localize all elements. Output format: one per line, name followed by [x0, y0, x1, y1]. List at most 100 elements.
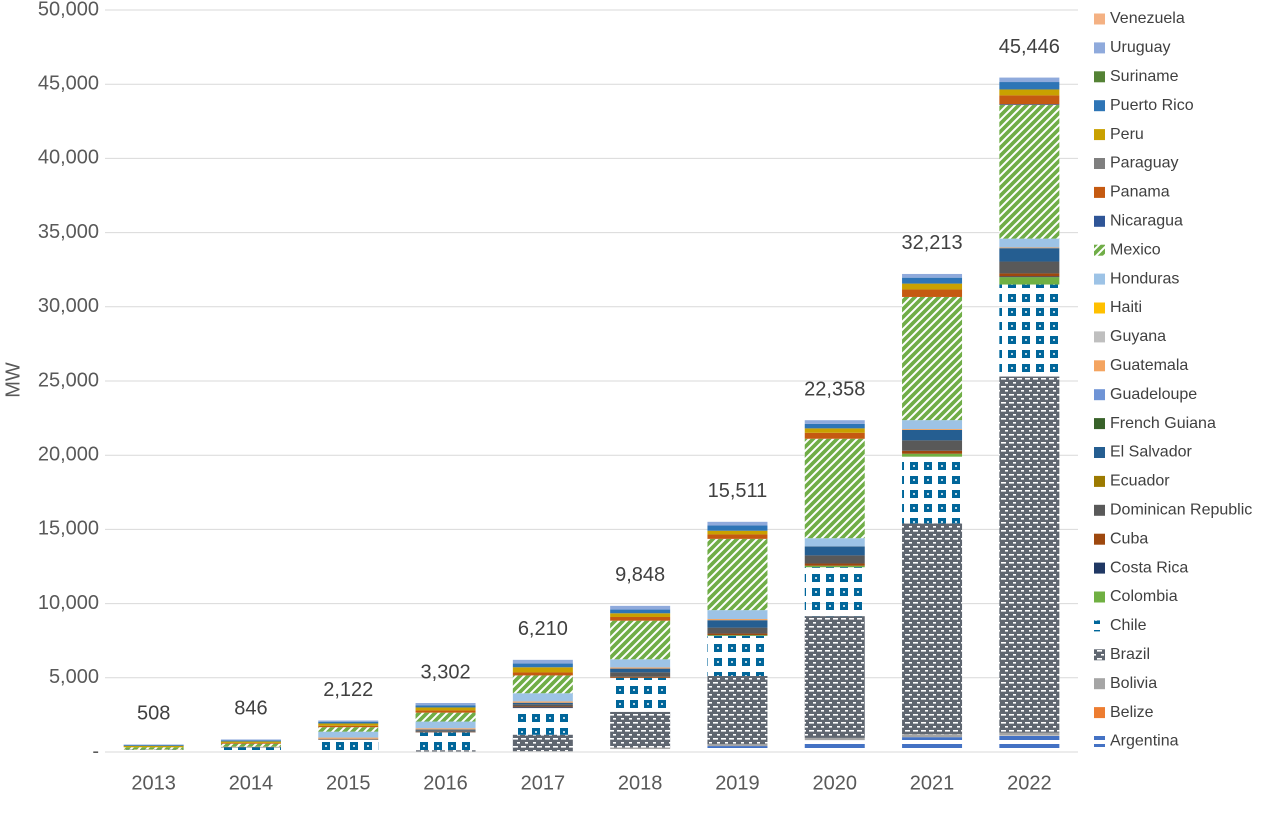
legend-swatch [1094, 129, 1105, 141]
bar-segment [512, 663, 573, 668]
bar-segment [707, 620, 768, 628]
bar-segment [999, 89, 1060, 96]
bar-segment [707, 746, 768, 752]
x-tick-label: 2022 [1007, 772, 1052, 794]
bar-segment [902, 420, 963, 430]
x-tick-label: 2014 [229, 772, 274, 794]
x-tick-label: 2015 [326, 772, 371, 794]
bar-segment [707, 521, 768, 526]
bar-segment [804, 432, 865, 439]
bar-segment [610, 672, 671, 677]
bar-segment [610, 676, 671, 678]
bar-segment [610, 609, 671, 614]
legend-swatch [1094, 71, 1105, 83]
legend-label: Dominican Republic [1110, 502, 1252, 519]
legend-swatch [1094, 678, 1105, 690]
bar-segment [902, 453, 963, 457]
legend-swatch [1094, 707, 1105, 719]
bar-segment [123, 749, 184, 752]
bar-segment [220, 747, 281, 752]
bar-segment [999, 261, 1060, 274]
bar-segment [804, 538, 865, 547]
bar-segment [999, 735, 1060, 752]
legend-label: Colombia [1110, 588, 1178, 605]
legend-label: Venezuela [1110, 10, 1185, 27]
y-tick-label: 25,000 [38, 369, 99, 391]
legend-swatch [1094, 158, 1105, 169]
bar-segment [220, 741, 281, 743]
total-label: 846 [234, 698, 267, 720]
legend-swatch [1094, 100, 1105, 112]
bar-segment [318, 737, 379, 739]
bar-segment [707, 525, 768, 531]
y-tick-label: 40,000 [38, 147, 99, 169]
legend-swatch [1094, 504, 1105, 516]
bar-segment [415, 705, 476, 708]
legend-swatch [1094, 302, 1105, 314]
legend-label: Guatemala [1110, 357, 1188, 374]
bar-segment [999, 105, 1060, 239]
legend-label: Cuba [1110, 530, 1148, 547]
bar-segment [902, 440, 963, 451]
total-label: 32,213 [901, 232, 962, 254]
bar-segment [707, 633, 768, 636]
legend-swatch [1094, 620, 1105, 632]
bar-segment [902, 289, 963, 297]
bar-segment [512, 734, 573, 752]
legend-label: Costa Rica [1110, 559, 1188, 576]
legend-swatch [1094, 389, 1105, 401]
bar-segment [415, 730, 476, 732]
total-label: 9,848 [615, 564, 665, 586]
legend-swatch [1094, 273, 1105, 285]
bar-segment [512, 708, 573, 735]
bar-segment [512, 751, 573, 752]
bar-segment [804, 565, 865, 568]
bar-segment [999, 247, 1060, 249]
bar-segment [707, 676, 768, 745]
bar-segment [415, 750, 476, 752]
bar-segment [415, 729, 476, 731]
legend-label: Uruguay [1110, 39, 1170, 56]
bar-segment [902, 737, 963, 752]
legend-label: Peru [1110, 126, 1144, 143]
bar-segment [220, 743, 281, 747]
y-tick-label: 50,000 [38, 0, 99, 20]
total-label: 15,511 [708, 480, 768, 502]
bar-segment [707, 534, 768, 539]
x-tick-label: 2019 [715, 772, 760, 794]
legend-label: Brazil [1110, 646, 1150, 663]
bar-segment [512, 693, 573, 702]
bar-segment [610, 616, 671, 621]
x-tick-label: 2021 [910, 772, 955, 794]
total-label: 2,122 [323, 679, 373, 701]
legend-swatch [1094, 42, 1105, 54]
bar-segment [220, 740, 281, 742]
bar-segment [415, 712, 476, 722]
bar-segment [999, 273, 1060, 277]
bar-segment [512, 659, 573, 664]
bar-segment [415, 721, 476, 729]
legend-swatch [1094, 649, 1105, 661]
bar-segment [999, 276, 1060, 278]
legend-label: Argentina [1110, 733, 1179, 750]
bar-segment [707, 619, 768, 621]
y-tick-label: 35,000 [38, 221, 99, 243]
total-label: 6,210 [518, 618, 568, 640]
legend-label: Chile [1110, 617, 1147, 634]
legend-label: French Guiana [1110, 415, 1216, 432]
bar-segment [804, 438, 865, 539]
bar-segment [999, 376, 1060, 733]
bar-segment [220, 742, 281, 744]
bar-segment [902, 273, 963, 278]
bar-segment [902, 450, 963, 454]
bar-segment [999, 77, 1060, 83]
bar-segment [610, 677, 671, 712]
legend-swatch [1094, 562, 1105, 574]
legend-swatch [1094, 447, 1105, 458]
bar-segment [415, 702, 476, 706]
bar-segment [999, 284, 1060, 377]
y-axis-label: MW [2, 362, 24, 398]
bar-segment [804, 616, 865, 738]
total-label: 22,358 [804, 378, 865, 400]
